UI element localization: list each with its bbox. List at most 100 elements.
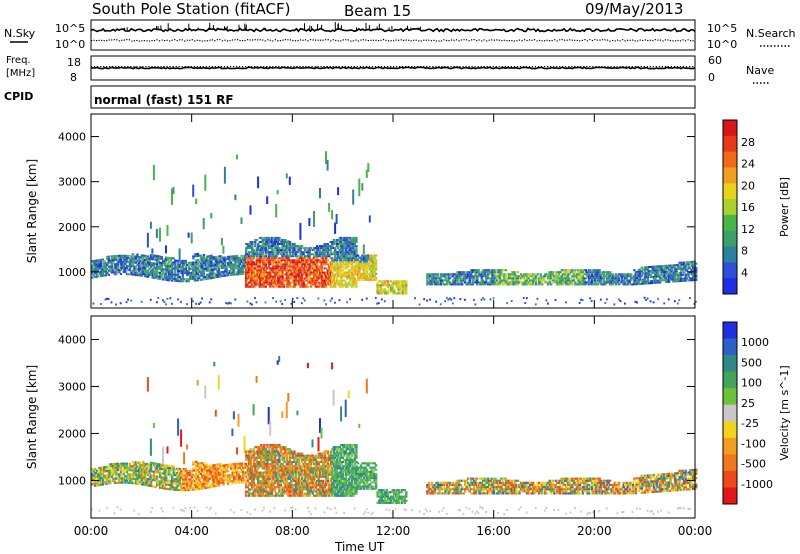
data-cell [112,465,115,468]
data-cell [471,283,474,286]
data-cell [190,486,194,489]
data-cell [281,267,284,270]
data-cell [239,260,242,263]
data-cell [183,270,186,273]
data-cell [228,259,231,262]
data-cell [189,478,192,481]
nsearch-point [357,40,359,42]
data-cell [403,282,406,285]
data-cell [311,267,314,270]
data-cell [681,279,684,282]
data-cell [223,274,227,277]
data-cell [355,265,358,268]
data-cell [125,471,129,474]
data-cell [149,485,153,488]
nave-point [595,66,597,68]
nave-point [516,66,518,68]
data-cell [599,275,603,278]
data-cell [584,277,588,280]
data-cell [695,266,698,269]
data-cell [319,251,322,254]
data-cell [353,279,357,282]
data-cell [214,264,218,267]
data-cell [146,269,150,272]
data-cell [388,284,391,287]
data-cell [270,253,274,256]
colorbar-swatch [723,230,737,247]
data-cell [284,263,287,266]
data-cell [658,279,662,282]
nave-point [480,66,482,68]
data-cell [113,259,117,262]
data-cell [368,276,372,279]
data-cell [403,292,406,295]
data-cell [447,281,450,284]
data-cell [498,277,502,280]
data-cell [682,277,686,280]
data-cell [270,241,274,243]
data-cell [255,247,258,250]
data-cell [260,267,263,270]
data-cell [263,245,266,248]
data-cell [112,255,115,258]
data-cell [441,281,444,284]
nsearch-point [148,40,151,42]
data-cell [560,281,563,284]
data-cell [278,261,281,264]
data-cell [273,261,277,264]
data-cell [491,277,494,280]
data-cell [687,263,690,266]
data-cell [380,284,384,287]
data-cell [258,263,261,266]
data-cell [559,275,562,278]
data-cell [139,264,142,267]
data-cell [607,271,610,274]
data-cell [228,255,231,258]
nave-point [387,66,389,68]
data-cell [560,275,563,278]
data-cell [368,272,372,275]
data-cell [204,174,207,191]
data-cell [139,464,142,467]
data-cell [213,361,216,367]
data-cell [343,245,346,248]
data-cell [154,271,157,273]
data-cell [353,245,357,248]
data-cell [279,259,283,262]
data-cell [506,281,509,284]
data-cell [95,471,98,474]
data-cell [654,277,657,280]
data-cell [355,267,358,270]
nsearch-point [458,40,460,42]
data-cell [275,279,278,282]
data-cell [187,274,190,276]
data-cell [275,253,278,256]
data-cell [388,288,391,291]
data-cell [605,271,609,274]
data-cell [367,266,370,269]
data-cell [353,261,357,264]
data-cell [216,263,219,266]
data-cell [264,247,267,250]
data-cell [92,302,95,305]
data-cell [525,277,529,280]
data-cell [349,253,352,256]
data-cell [171,271,174,274]
data-cell [184,270,187,273]
data-cell [293,300,296,303]
data-cell [226,258,230,260]
data-cell [350,271,354,274]
data-cell [328,255,331,258]
data-cell [672,270,675,273]
data-cell [163,262,166,265]
data-cell [287,277,290,280]
nsearch-top-tick: 10^5 [707,22,737,35]
data-cell [507,275,511,278]
data-cell [646,280,650,283]
data-cell [322,245,325,248]
data-cell [119,262,123,265]
data-cell [314,273,317,276]
data-cell [98,477,101,480]
data-cell [263,267,266,270]
data-cell [670,276,674,279]
